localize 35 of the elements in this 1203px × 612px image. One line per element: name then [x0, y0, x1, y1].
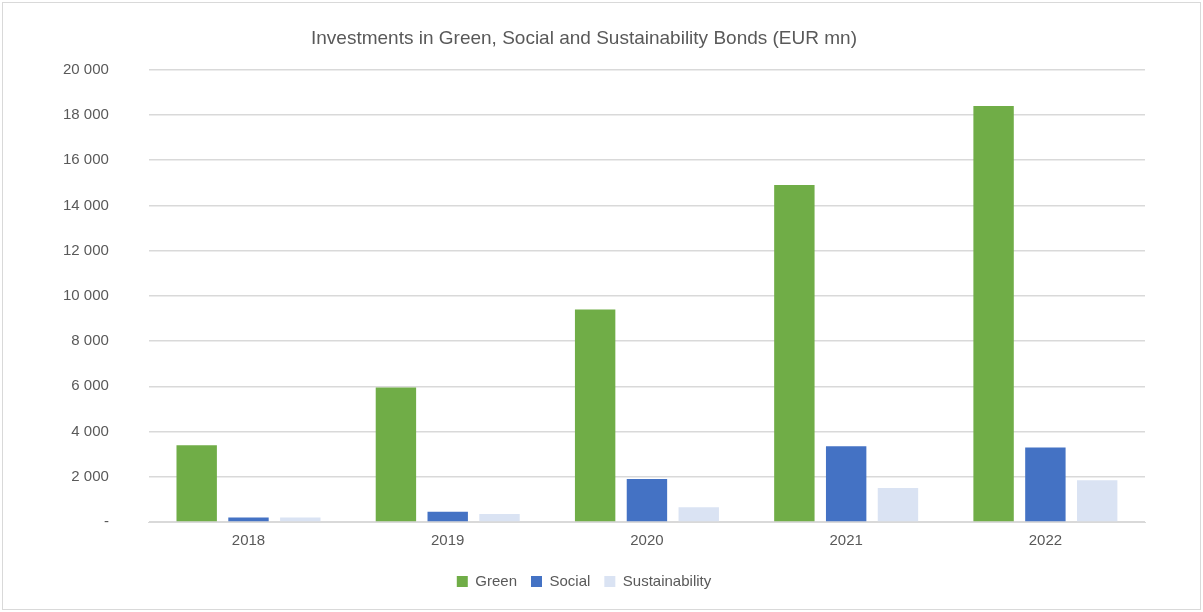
y-tick-label: 16 000 [62, 150, 109, 168]
chart-title: Investments in Green, Social and Sustainability Bonds (EUR mn) [311, 26, 857, 48]
bar [427, 511, 468, 522]
bar [574, 309, 616, 522]
legend-label: Social [549, 571, 591, 589]
y-tick-label: 2 000 [71, 466, 109, 484]
y-tick-label: 12 000 [62, 240, 109, 258]
bar [678, 507, 719, 522]
bar [1025, 447, 1066, 522]
y-tick-label: - [103, 512, 109, 530]
bar [375, 387, 417, 522]
legend-label: Sustainability [622, 571, 712, 589]
bar [626, 479, 668, 522]
y-tick-label: 4 000 [71, 421, 109, 439]
y-tick-label: 18 000 [62, 105, 109, 123]
y-tick-label: 14 000 [62, 195, 109, 213]
bar [228, 517, 269, 522]
x-tick-label: 2022 [1028, 531, 1063, 549]
bar [825, 446, 867, 522]
bar [973, 105, 1014, 522]
x-tick-label: 2021 [829, 531, 863, 549]
bar [479, 514, 520, 522]
y-tick-label: 8 000 [71, 331, 109, 349]
y-tick-label: 10 000 [62, 286, 109, 304]
x-tick-label: 2020 [630, 531, 664, 549]
x-tick-label: 2019 [431, 531, 465, 549]
bar [280, 517, 321, 522]
bar [1076, 480, 1118, 522]
bar [176, 445, 217, 522]
x-tick-label: 2018 [231, 531, 266, 549]
bar [877, 488, 919, 522]
y-tick-label: 6 000 [71, 376, 109, 394]
y-tick-label: 20 000 [62, 59, 109, 77]
bar [774, 185, 815, 522]
legend-label: Green [475, 571, 517, 589]
